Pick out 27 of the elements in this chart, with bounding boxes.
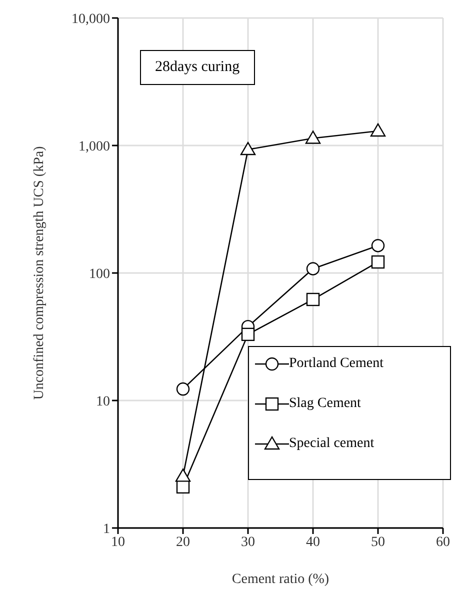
y-tick-label: 1,000 [78,139,110,154]
legend-label: Portland Cement [289,355,384,373]
x-axis-title: Cement ratio (%) [232,572,330,587]
y-tick-label: 1 [103,522,110,537]
x-tick-label: 50 [371,534,385,550]
point [241,328,255,341]
x-tick-label: 20 [176,534,190,550]
annotation: 28days curing [140,50,255,85]
x-tick-label: 60 [436,534,450,550]
point [176,382,190,396]
point [371,255,385,269]
y-axis-title: Unconfined compression strength UCS (kPa) [32,146,47,400]
point [371,239,385,252]
y-tick-label: 10 [96,394,110,410]
point [240,142,256,156]
point [306,292,320,306]
point [306,262,320,276]
y-tick-label: 100 [89,266,110,282]
legend-label: Special cement [289,435,374,453]
point [305,130,321,144]
point [370,123,386,137]
x-tick-label: 10 [111,534,125,550]
x-tick-label: 40 [306,534,320,550]
y-tick-label: 10,000 [72,12,110,27]
legend-label: Slag Cement [289,395,361,413]
x-tick-label: 30 [241,534,255,550]
point [175,468,191,482]
